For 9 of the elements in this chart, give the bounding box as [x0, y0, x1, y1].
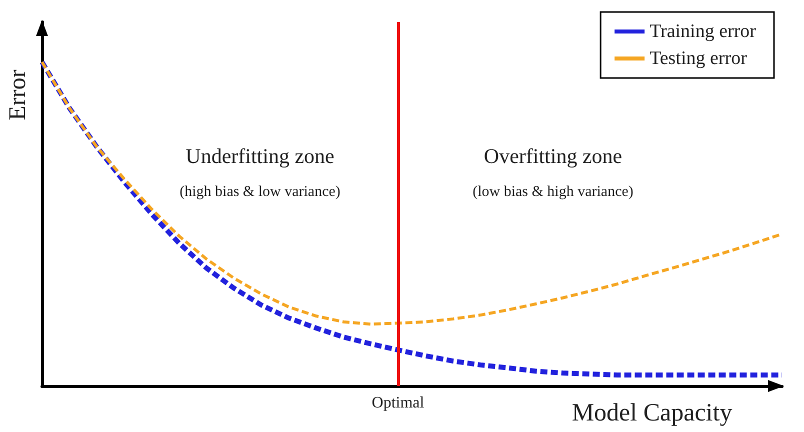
x-axis-title: Model Capacity: [572, 400, 733, 426]
annotation: (low bias & high variance): [472, 184, 634, 200]
y-axis-title: Error: [5, 70, 31, 120]
annotation: Underfitting zone: [186, 144, 334, 168]
annotation: (high bias & low variance): [180, 184, 340, 200]
text: Optimal: [372, 394, 425, 412]
legend-label: Testing error: [650, 48, 748, 69]
annotation: Overfitting zone: [484, 144, 622, 168]
legend-label: Training error: [650, 21, 757, 42]
